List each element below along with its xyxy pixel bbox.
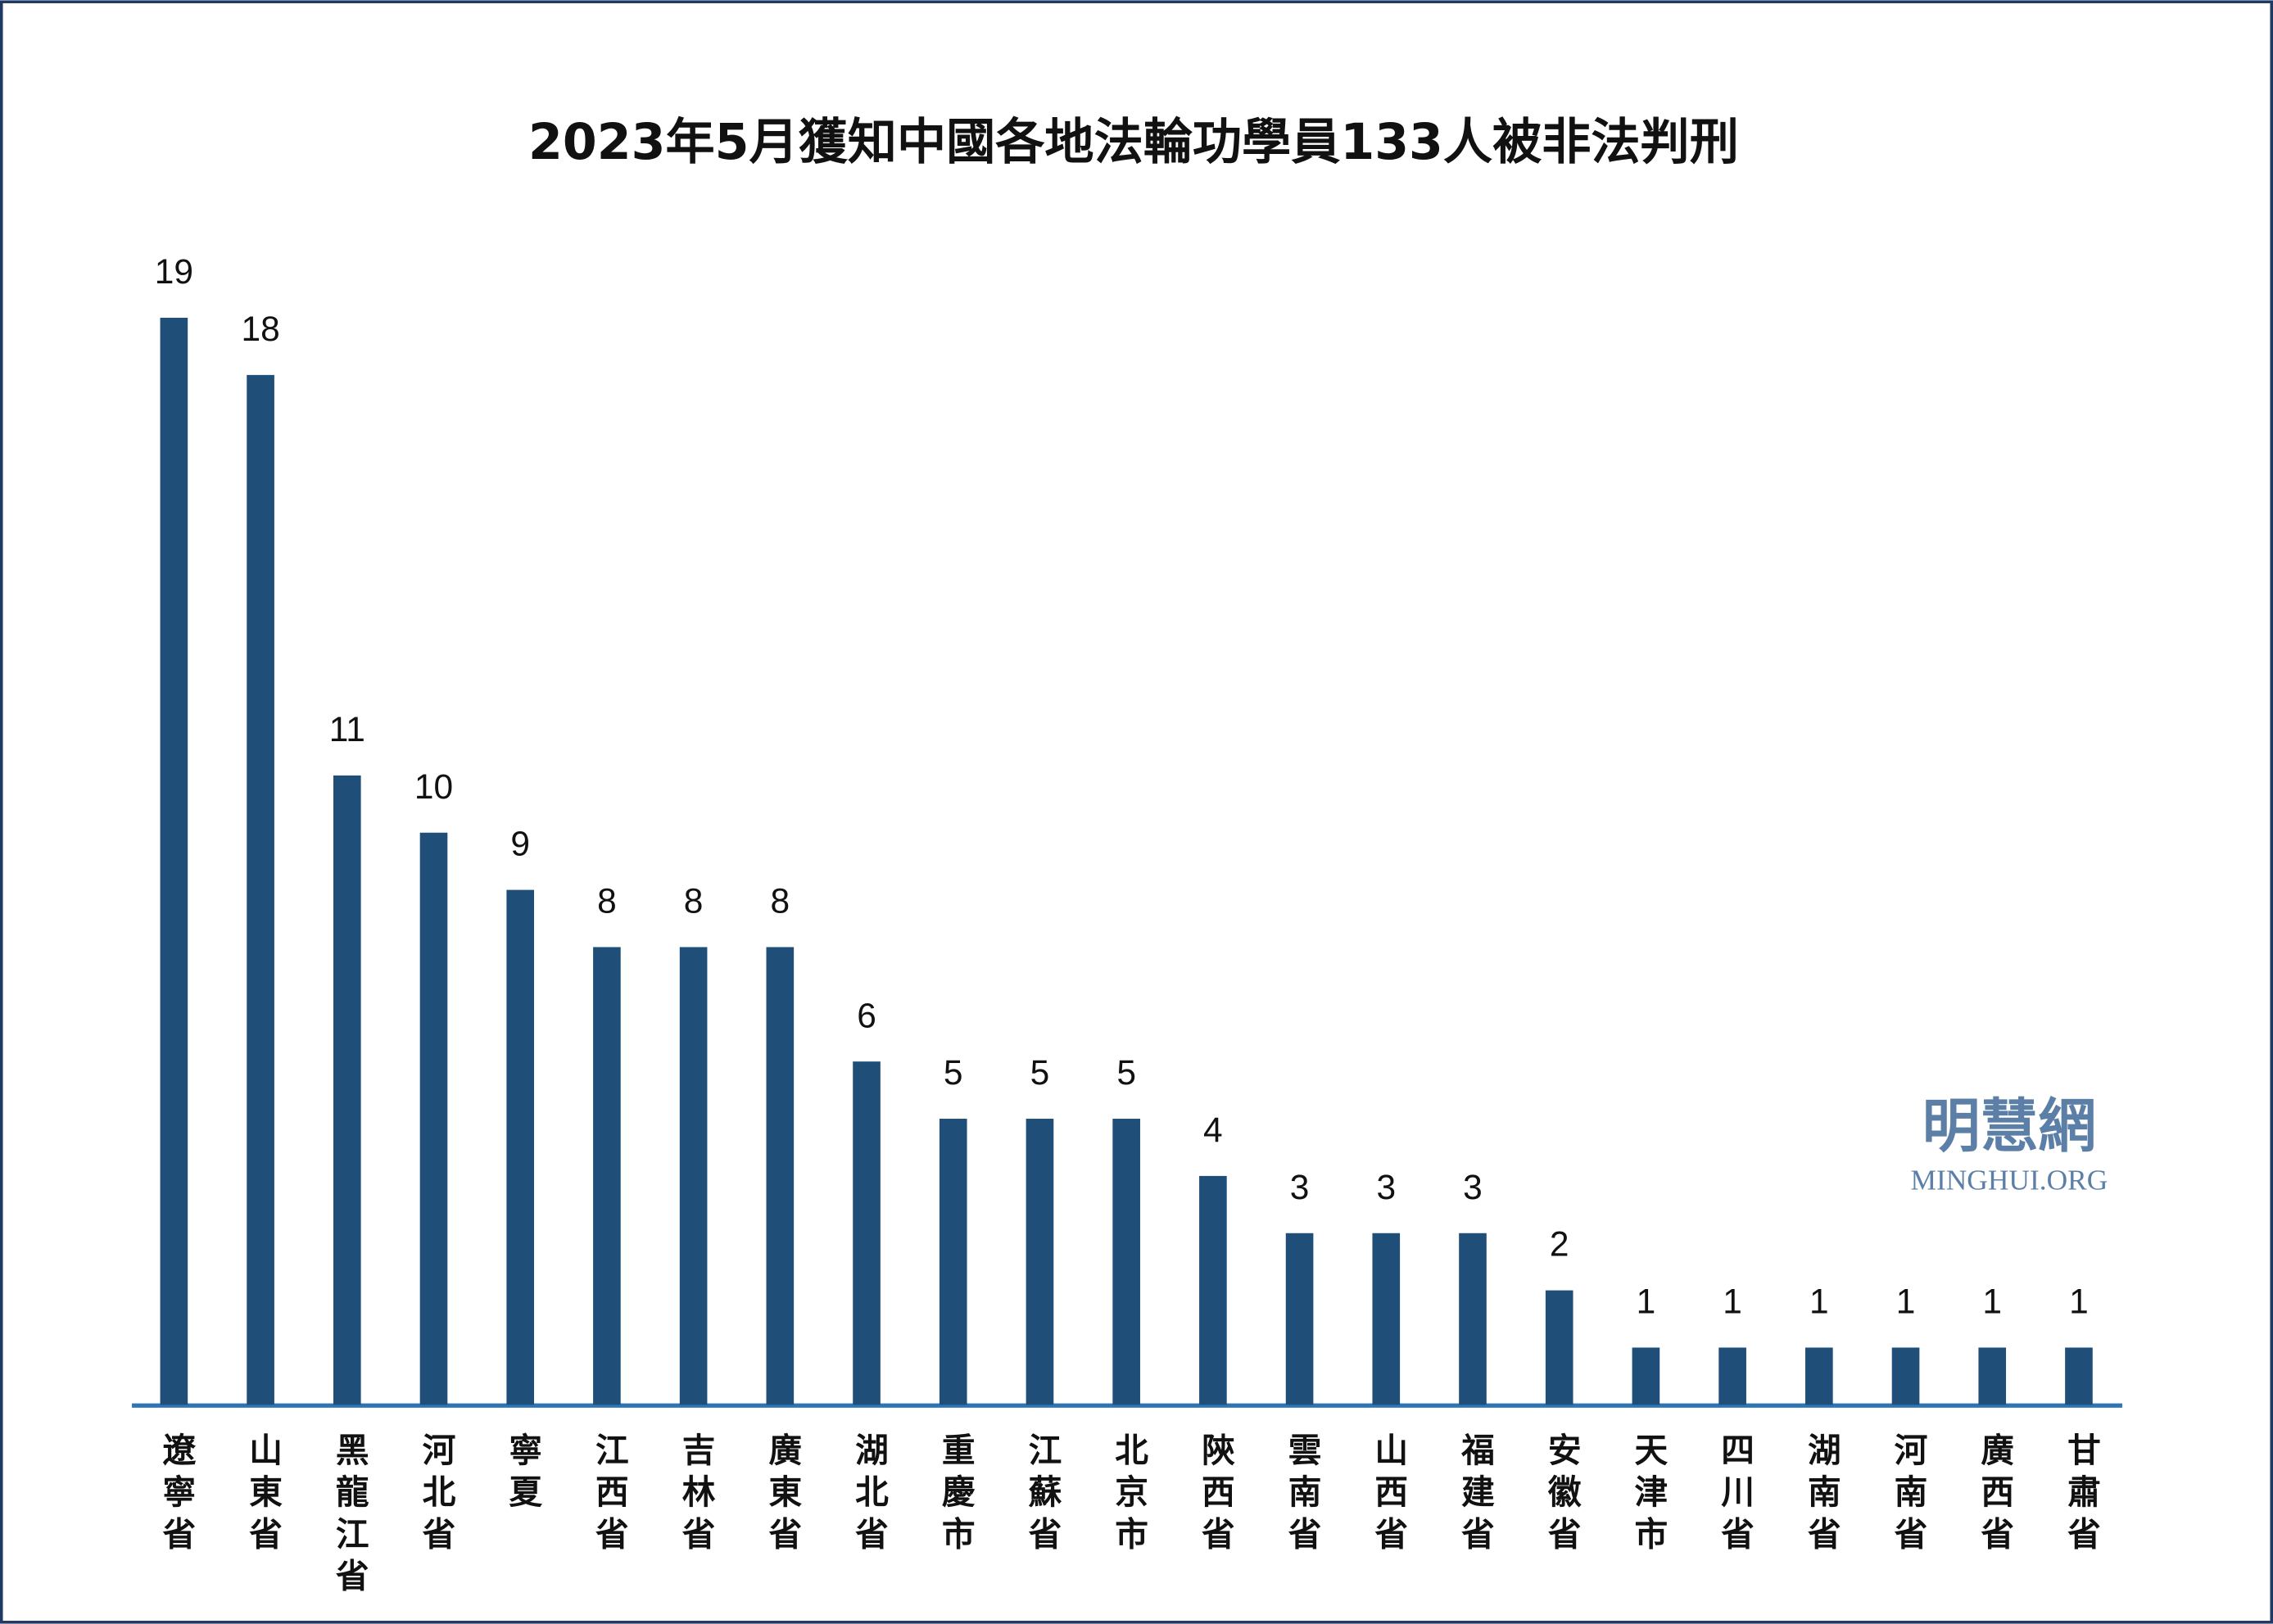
x-tick-label: 湖北省	[849, 1432, 889, 1558]
bar	[1112, 1119, 1140, 1405]
x-tick-label: 北京市	[1109, 1432, 1148, 1558]
bar	[1978, 1347, 2007, 1405]
x-tick-label: 重慶市	[936, 1432, 976, 1558]
x-tick-label: 吉林省	[677, 1432, 716, 1558]
value-label: 8	[684, 882, 704, 921]
x-tick-label: 江蘇省	[1022, 1432, 1062, 1558]
value-label: 11	[329, 710, 365, 749]
chart-title: 2023年5月獲知中國各地法輪功學員133人被非法判刑	[528, 114, 1739, 171]
value-label: 18	[241, 310, 279, 348]
value-label: 3	[1290, 1168, 1310, 1206]
bar	[939, 1119, 967, 1405]
value-label: 10	[414, 767, 453, 806]
x-tick-label: 黑龍江省	[330, 1432, 369, 1600]
x-tick-label: 雲南省	[1283, 1432, 1322, 1558]
x-tick-label: 安徽省	[1542, 1432, 1582, 1558]
value-label: 3	[1376, 1168, 1396, 1206]
x-tick-label: 廣西省	[1975, 1432, 2014, 1558]
value-label: 9	[510, 825, 530, 863]
x-tick-label: 陝西省	[1196, 1432, 1235, 1558]
bar	[1459, 1233, 1487, 1405]
value-label: 3	[1463, 1168, 1483, 1206]
bar	[1891, 1347, 1920, 1405]
bar	[419, 832, 448, 1405]
value-label: 8	[771, 882, 790, 921]
x-tick-label: 河北省	[416, 1432, 455, 1558]
bar	[679, 947, 708, 1405]
value-label: 6	[857, 996, 876, 1034]
value-label: 8	[597, 882, 617, 921]
bar	[506, 889, 535, 1405]
value-label: 4	[1203, 1111, 1223, 1149]
x-tick-label: 山西省	[1369, 1432, 1408, 1558]
bar	[1632, 1347, 1660, 1405]
x-tick-label: 甘肅省	[2062, 1432, 2101, 1558]
x-tick-label: 山東省	[243, 1432, 283, 1558]
bar	[247, 374, 274, 1405]
bar	[1199, 1175, 1227, 1405]
bar	[1285, 1233, 1314, 1405]
value-label: 1	[1896, 1282, 1916, 1321]
value-label: 1	[2069, 1282, 2089, 1321]
bar	[1545, 1290, 1573, 1405]
value-label: 5	[1116, 1053, 1136, 1092]
value-label: 5	[1030, 1053, 1050, 1092]
value-label: 19	[155, 252, 193, 291]
x-tick-label: 四川省	[1715, 1432, 1755, 1558]
bar	[853, 1061, 881, 1405]
bar	[1026, 1119, 1054, 1405]
value-label: 2	[1550, 1225, 1569, 1264]
x-tick-label: 湖南省	[1802, 1432, 1841, 1558]
value-label: 1	[1982, 1282, 2002, 1321]
value-label: 1	[1637, 1282, 1656, 1321]
x-tick-label: 江西省	[590, 1432, 629, 1558]
value-label: 1	[1723, 1282, 1742, 1321]
bar	[333, 775, 361, 1405]
x-tick-label: 寧夏	[503, 1432, 542, 1517]
bar	[2065, 1347, 2093, 1405]
value-label: 1	[1809, 1282, 1829, 1321]
bar	[160, 318, 188, 1405]
bar	[1372, 1233, 1401, 1405]
watermark-name: 明慧網	[1922, 1092, 2096, 1160]
x-tick-label: 廣東省	[763, 1432, 802, 1558]
value-label: 5	[944, 1053, 963, 1092]
watermark-site: MINGHUI.ORG	[1911, 1164, 2108, 1197]
x-tick-label: 福建省	[1456, 1432, 1495, 1558]
bar	[593, 947, 621, 1405]
x-tick-label: 天津市	[1628, 1432, 1668, 1558]
bar	[1718, 1347, 1746, 1405]
x-tick-label: 河南省	[1889, 1432, 1928, 1558]
x-tick-label: 遼寧省	[156, 1432, 196, 1558]
bar	[766, 947, 795, 1405]
bar	[1805, 1347, 1833, 1405]
